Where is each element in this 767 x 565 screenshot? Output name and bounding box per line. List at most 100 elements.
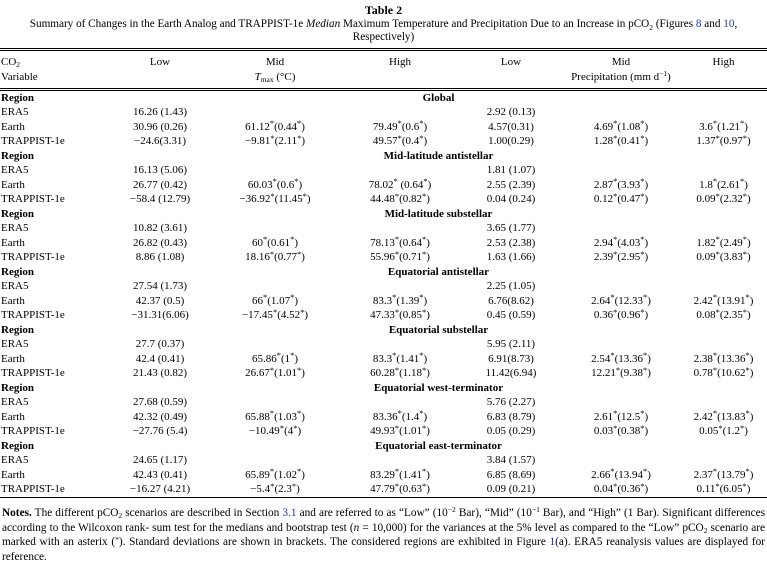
- figure-10-link[interactable]: 10: [723, 18, 735, 30]
- value-cell: 30.96 (0.26): [132, 120, 188, 133]
- text-segment: = 10,000) for the variances at the 5% le…: [359, 521, 704, 534]
- value-cell: −58.4 (12.79): [129, 193, 191, 206]
- header-cell: [340, 70, 460, 90]
- header-cell: [460, 70, 562, 90]
- value-cell: −36.92*(11.45*): [239, 190, 311, 206]
- value-cell: 26.82 (0.43): [132, 236, 188, 249]
- significance-asterisk: *: [269, 248, 275, 259]
- value-cell: 26.67*(1.01*): [245, 364, 305, 380]
- significance-asterisk: *: [419, 408, 424, 419]
- value-cell: [340, 453, 460, 468]
- text-segment: 2: [118, 511, 123, 521]
- value-cell: 65.89*(1.02*): [245, 466, 305, 481]
- significance-asterisk: *: [745, 408, 750, 419]
- significance-asterisk: *: [715, 306, 720, 317]
- significance-asterisk: *: [422, 234, 427, 245]
- region-label: Region: [1, 323, 34, 336]
- significance-asterisk: *: [610, 292, 615, 303]
- value-cell: 6.91(8.73): [488, 352, 534, 365]
- significance-asterisk: *: [419, 292, 424, 303]
- table-row: Earth 26.77 (0.42) 60.03*(0.6*) 78.02* (0.6…: [0, 177, 767, 193]
- value-cell: −16.27 (4.21): [129, 483, 191, 496]
- value-cell: 10.82 (3.61): [132, 222, 188, 235]
- value-cell: 4.57(0.31): [488, 120, 534, 133]
- value-cell: 4.69*(1.08*): [593, 118, 649, 133]
- region-section-title: Equatorial substellar: [388, 323, 489, 336]
- text-segment: (a). ERA5 reanalysis values are displaye…: [2, 536, 766, 563]
- value-cell: 2.25 (1.05): [486, 280, 536, 293]
- significance-asterisk: *: [422, 306, 427, 317]
- significance-asterisk: *: [613, 132, 618, 143]
- significance-asterisk: *: [397, 132, 402, 143]
- header-cell: [680, 70, 767, 90]
- value-cell: [680, 395, 767, 410]
- value-cell: 0.11*(6.05*): [696, 480, 751, 496]
- region-header-row: Region Global: [0, 89, 767, 105]
- significance-asterisk: *: [290, 292, 295, 303]
- significance-asterisk: *: [613, 118, 618, 129]
- significance-asterisk: *: [279, 422, 285, 433]
- value-cell: 83.36*(1.4*): [372, 408, 428, 423]
- value-cell: 0.09*(3.83*): [696, 248, 751, 264]
- region-label: Region: [1, 149, 34, 162]
- region-header-row: Region Mid-latitude antistellar: [0, 149, 767, 164]
- value-cell: 2.42*(13.83*): [693, 408, 754, 423]
- significance-asterisk: *: [270, 190, 275, 201]
- value-cell: 6.76(8.62): [488, 294, 534, 307]
- header-cell: Tmax (°C): [210, 70, 340, 90]
- text-segment: scenario are marked with an asterix (: [2, 521, 766, 549]
- value-cell: [562, 279, 680, 294]
- text-segment: scenarios are described in Section: [122, 506, 283, 519]
- significance-asterisk: *: [613, 408, 618, 419]
- text-segment: Maximum Temperature and Precipitation Du…: [340, 18, 650, 30]
- value-cell: 61.12*(0.44*): [245, 118, 305, 133]
- significance-asterisk: *: [640, 248, 645, 259]
- table-row: TRAPPIST-1e −58.4 (12.79) −36.92*(11.45*) 4…: [0, 192, 767, 207]
- header-cell: High: [680, 49, 767, 70]
- value-cell: 0.45 (0.59): [486, 309, 536, 322]
- significance-asterisk: *: [422, 190, 427, 201]
- significance-asterisk: *: [613, 422, 618, 433]
- value-cell: 0.78*(10.62*): [693, 364, 754, 380]
- value-cell: 2.42*(13.91*): [693, 292, 754, 307]
- significance-asterisk: *: [640, 234, 645, 245]
- value-cell: 1.82*(2.49*): [696, 234, 751, 249]
- value-cell: 1.37*(0.97*): [696, 132, 751, 148]
- value-cell: 1.00(0.29): [488, 135, 534, 148]
- significance-asterisk: *: [394, 480, 400, 491]
- value-cell: [340, 337, 460, 352]
- value-cell: 0.03*(0.38*): [593, 422, 649, 438]
- text-segment: Summary of Changes in the Earth Analog a…: [29, 18, 307, 30]
- value-cell: 60.28*(1.18*): [370, 364, 430, 380]
- section-3-1-link[interactable]: 3.1: [282, 506, 297, 519]
- text-segment: The different pCO: [31, 506, 119, 519]
- significance-asterisk: *: [297, 248, 302, 259]
- significance-asterisk: *: [742, 306, 747, 317]
- row-label: Earth: [1, 352, 25, 365]
- value-cell: [340, 221, 460, 236]
- text-segment: T: [254, 70, 261, 83]
- region-label: Region: [1, 91, 34, 104]
- text-segment: (°C): [273, 70, 296, 83]
- row-label: ERA5: [1, 338, 29, 351]
- text-segment: −1: [531, 505, 540, 515]
- significance-asterisk: *: [615, 364, 621, 375]
- figure-8-link[interactable]: 8: [695, 18, 702, 30]
- row-label: ERA5: [1, 222, 29, 235]
- table-row: TRAPPIST-1e −27.76 (5.4) −10.49*(4*) 49.93*…: [0, 424, 767, 439]
- value-cell: 18.16*(0.77*): [245, 248, 305, 264]
- figure-1a-link[interactable]: 1: [549, 536, 556, 549]
- text-segment: Low: [149, 55, 171, 68]
- significance-asterisk: *: [290, 350, 295, 361]
- significance-asterisk: *: [610, 350, 615, 361]
- region-label: Region: [1, 207, 34, 220]
- value-cell: −17.45*(4.52*): [241, 306, 309, 322]
- significance-asterisk: *: [276, 350, 281, 361]
- value-cell: 16.26 (1.43): [132, 106, 188, 119]
- value-cell: 0.05*(1.2*): [699, 422, 748, 438]
- significance-asterisk: *: [745, 350, 750, 361]
- value-cell: 78.13*(0.64*): [370, 234, 430, 249]
- value-cell: 12.21*(9.38*): [591, 364, 651, 380]
- value-cell: 65.88*(1.03*): [245, 408, 305, 423]
- value-cell: [210, 279, 340, 294]
